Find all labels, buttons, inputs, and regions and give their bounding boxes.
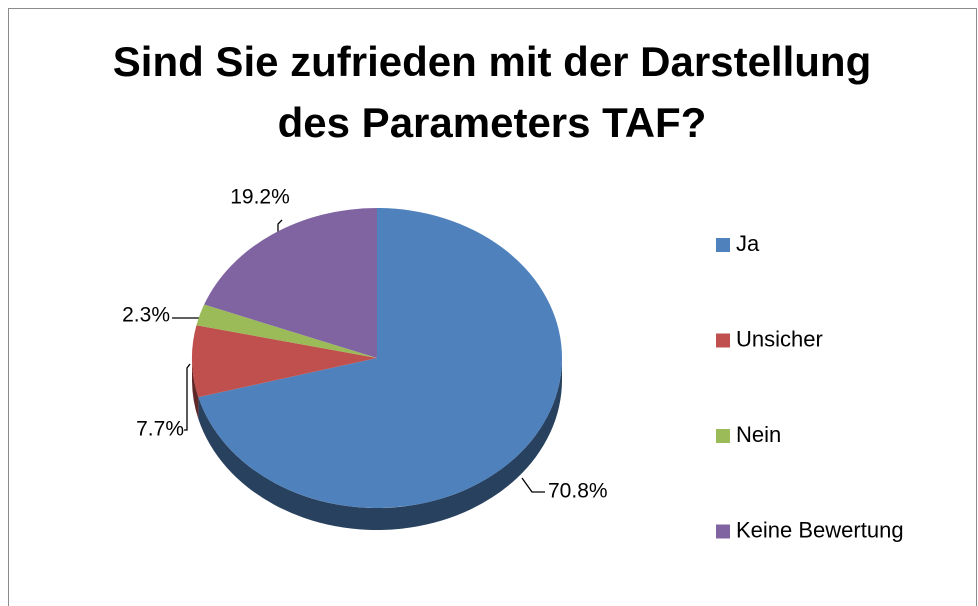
legend-swatch — [716, 524, 730, 539]
chart-title: Sind Sie zufrieden mit der Darstellung — [113, 38, 871, 85]
legend-swatch — [716, 333, 730, 348]
legend-label: Nein — [736, 422, 781, 447]
pie-slice — [196, 304, 377, 358]
leader-line — [184, 363, 191, 431]
data-label: 2.3% — [122, 304, 170, 327]
legend-label: Unsicher — [736, 326, 823, 351]
pie-slice — [204, 208, 377, 358]
legend-label: Keine Bewertung — [736, 517, 904, 542]
legend-label: Ja — [736, 231, 760, 256]
legend-swatch — [716, 238, 730, 252]
pie-side — [192, 358, 199, 420]
pie-slice — [198, 208, 562, 509]
legend-swatch — [716, 429, 730, 443]
chart-title: des Parameters TAF? — [278, 99, 707, 146]
data-label: 70.8% — [548, 480, 608, 503]
leader-line — [521, 477, 545, 493]
data-label: 19.2% — [230, 186, 290, 209]
pie-slice — [192, 325, 377, 398]
data-label: 7.7% — [136, 418, 184, 441]
